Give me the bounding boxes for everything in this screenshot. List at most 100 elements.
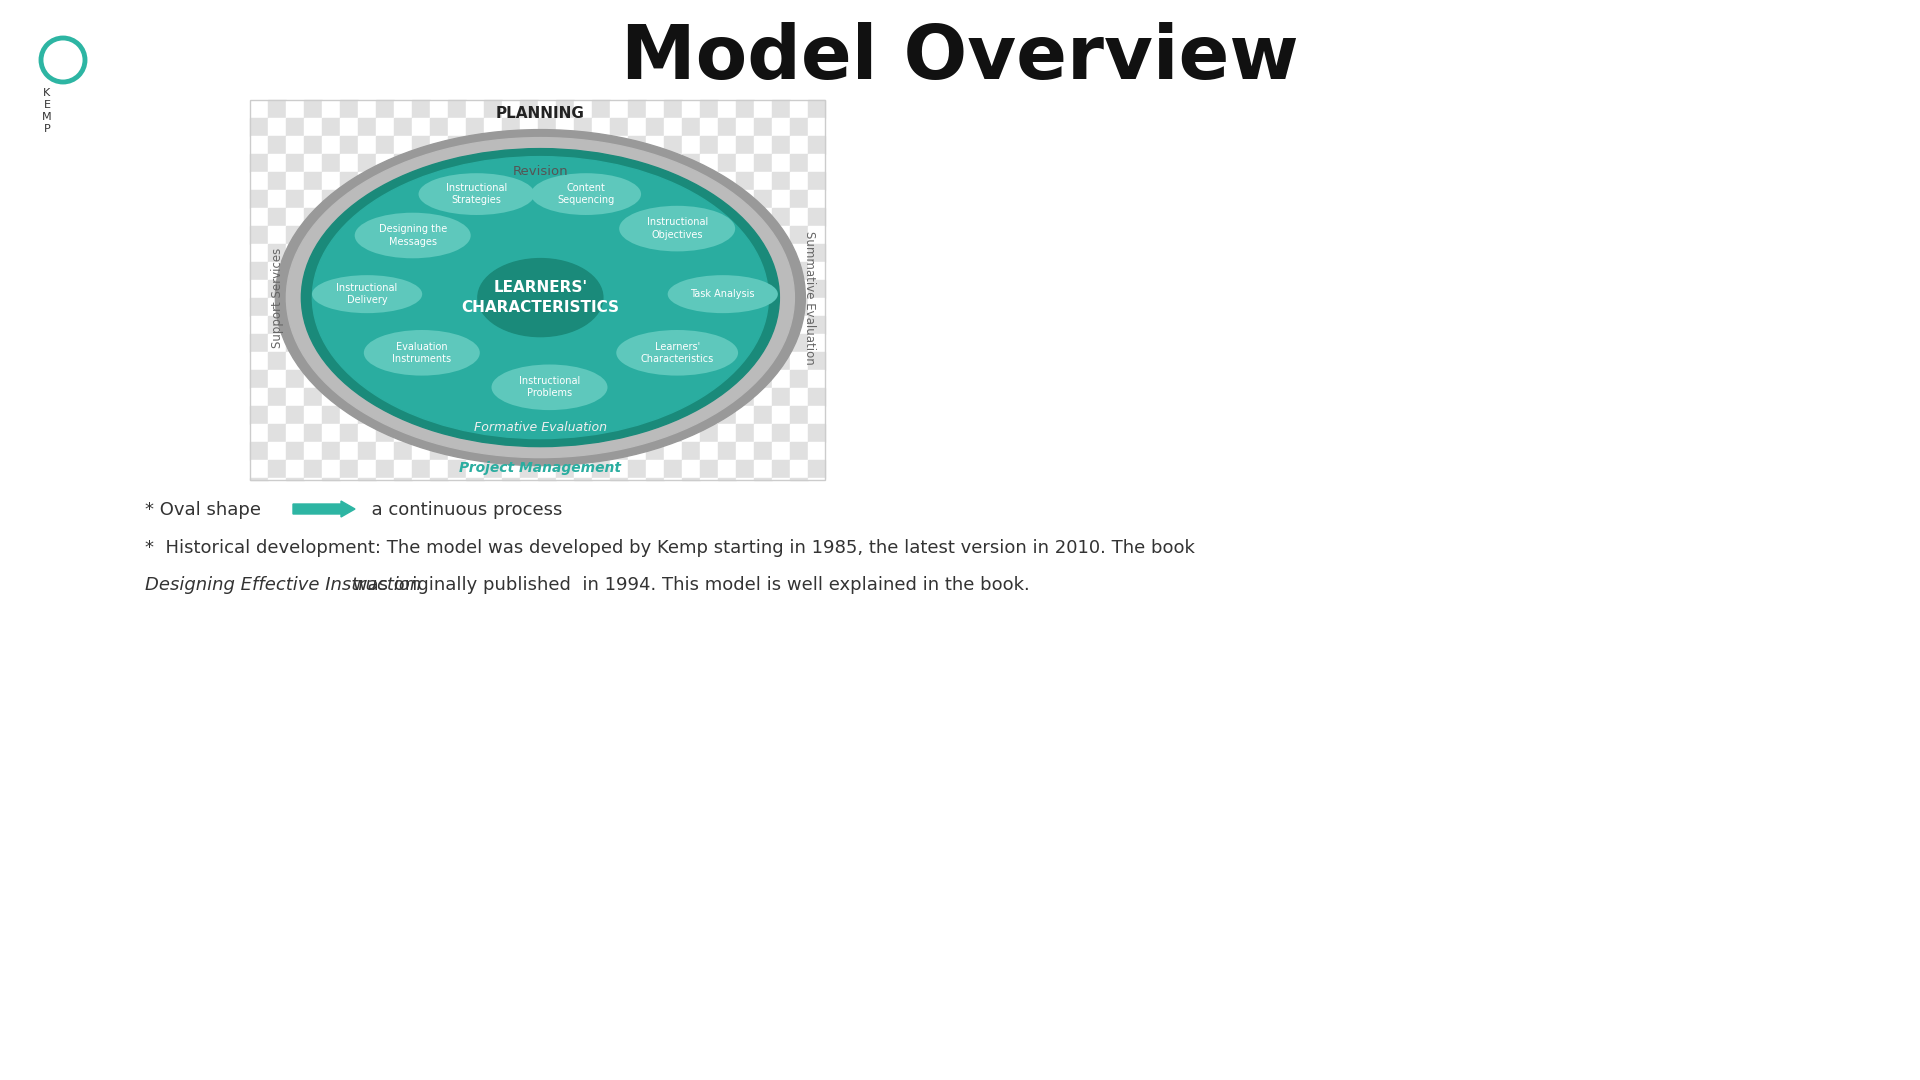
Bar: [430, 118, 447, 136]
Bar: [664, 334, 682, 352]
Bar: [357, 334, 376, 352]
Bar: [303, 406, 323, 424]
Bar: [520, 298, 538, 316]
Bar: [340, 316, 357, 334]
Bar: [755, 154, 772, 172]
Bar: [772, 460, 789, 478]
Bar: [645, 118, 664, 136]
Bar: [520, 208, 538, 226]
Bar: [628, 136, 645, 154]
Bar: [250, 244, 269, 262]
Bar: [467, 406, 484, 424]
Bar: [447, 460, 467, 478]
Bar: [376, 316, 394, 334]
Bar: [303, 262, 323, 280]
Bar: [250, 460, 269, 478]
Bar: [376, 118, 394, 136]
Bar: [755, 388, 772, 406]
Bar: [591, 406, 611, 424]
Bar: [574, 406, 591, 424]
Bar: [467, 208, 484, 226]
Bar: [611, 118, 628, 136]
Bar: [269, 352, 286, 370]
Bar: [357, 298, 376, 316]
Bar: [269, 478, 286, 480]
Bar: [718, 190, 735, 208]
Bar: [357, 352, 376, 370]
Bar: [557, 352, 574, 370]
Bar: [718, 298, 735, 316]
Bar: [538, 298, 557, 316]
Bar: [447, 136, 467, 154]
Bar: [430, 100, 447, 118]
Bar: [376, 406, 394, 424]
Bar: [645, 208, 664, 226]
Bar: [501, 424, 520, 442]
Bar: [574, 388, 591, 406]
Bar: [303, 100, 323, 118]
Bar: [340, 442, 357, 460]
Bar: [718, 226, 735, 244]
Bar: [484, 208, 501, 226]
Bar: [520, 136, 538, 154]
Bar: [682, 478, 701, 480]
Bar: [501, 352, 520, 370]
Bar: [447, 388, 467, 406]
Bar: [323, 136, 340, 154]
Bar: [286, 226, 303, 244]
Bar: [682, 370, 701, 388]
Bar: [250, 190, 269, 208]
Bar: [772, 424, 789, 442]
Bar: [286, 172, 303, 190]
Bar: [772, 226, 789, 244]
Bar: [718, 334, 735, 352]
Bar: [303, 298, 323, 316]
Bar: [645, 442, 664, 460]
Bar: [808, 478, 826, 480]
Bar: [645, 136, 664, 154]
Bar: [664, 172, 682, 190]
Bar: [467, 100, 484, 118]
Bar: [430, 298, 447, 316]
Bar: [755, 442, 772, 460]
Ellipse shape: [530, 173, 641, 215]
Text: Evaluation
Instruments: Evaluation Instruments: [392, 341, 451, 364]
Bar: [735, 136, 755, 154]
Bar: [701, 442, 718, 460]
Text: Model Overview: Model Overview: [622, 22, 1298, 94]
Bar: [591, 118, 611, 136]
Bar: [557, 136, 574, 154]
Bar: [467, 316, 484, 334]
Bar: [538, 406, 557, 424]
Bar: [538, 136, 557, 154]
Bar: [789, 424, 808, 442]
Bar: [789, 190, 808, 208]
Bar: [808, 352, 826, 370]
Bar: [323, 352, 340, 370]
Bar: [664, 370, 682, 388]
Bar: [467, 370, 484, 388]
Bar: [340, 208, 357, 226]
Text: Instructional
Delivery: Instructional Delivery: [336, 283, 397, 306]
Bar: [447, 406, 467, 424]
Bar: [591, 334, 611, 352]
Bar: [682, 100, 701, 118]
Bar: [376, 442, 394, 460]
Bar: [340, 424, 357, 442]
Bar: [250, 388, 269, 406]
Bar: [357, 316, 376, 334]
Bar: [755, 172, 772, 190]
Bar: [501, 118, 520, 136]
Bar: [484, 226, 501, 244]
Bar: [323, 262, 340, 280]
Bar: [501, 442, 520, 460]
Bar: [755, 316, 772, 334]
Bar: [357, 154, 376, 172]
Bar: [772, 334, 789, 352]
Bar: [664, 208, 682, 226]
Bar: [447, 154, 467, 172]
Bar: [286, 118, 303, 136]
Bar: [376, 208, 394, 226]
Bar: [735, 424, 755, 442]
Bar: [484, 298, 501, 316]
